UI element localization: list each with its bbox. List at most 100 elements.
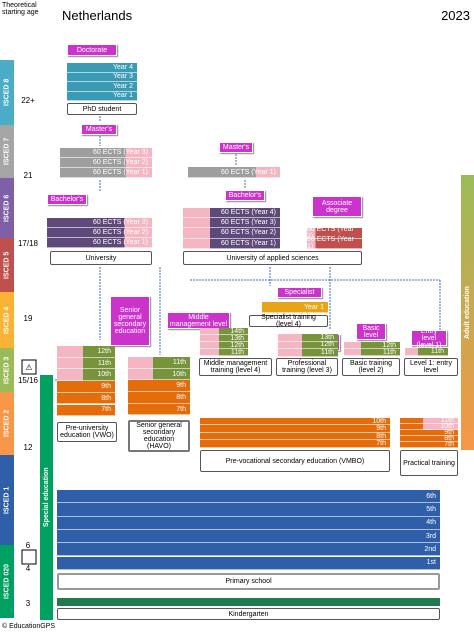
year-row: 5th (57, 503, 440, 517)
age: 21 (23, 171, 33, 180)
year-row: Year 2 (67, 82, 137, 92)
program: PhD student (67, 103, 137, 115)
footer: © EducationGPS (2, 622, 56, 630)
year: 2023 (441, 7, 470, 23)
year-row: 10th (128, 368, 190, 381)
year-row: 60 ECTS (Year 1) (47, 238, 152, 248)
year-row: 7th (128, 403, 190, 416)
year-row: 60 ECTS (Year 2) (307, 226, 362, 240)
year-row: 6th (57, 490, 440, 504)
level-label: Middle management level (167, 312, 230, 329)
degree-label: Master's (219, 142, 253, 153)
age: 3 (25, 599, 31, 608)
year-row: 60 ECTS (Year 1) (60, 168, 152, 178)
year-row: 11th (278, 349, 338, 357)
year-row: 12th (278, 341, 338, 349)
year-row: 3rd (57, 529, 440, 544)
year-row: 11th (405, 348, 448, 356)
isced-level: ISCED 020 (0, 545, 14, 618)
age-header: Theoretical starting age (2, 2, 39, 16)
isced-level: ISCED 1 (0, 455, 14, 545)
year-row: Year 1 (67, 91, 137, 101)
year-row: 7th (57, 404, 115, 417)
year-row: 60 ECTS (Year 2) (183, 228, 280, 239)
isced-level: ISCED 5 (0, 238, 14, 292)
year-row: 8th (200, 433, 390, 441)
age: 4 (25, 564, 31, 573)
year-row: 12th (344, 342, 400, 349)
program: Kindergarten (57, 608, 440, 620)
year-row: 60 ECTS (Year 1) (307, 236, 362, 250)
year-row: 13th (278, 334, 338, 342)
year-row: 60 ECTS (Year 3) (183, 218, 280, 229)
year-row: 10th (400, 423, 458, 430)
program: Senior general secondary education (HAVO… (128, 420, 190, 452)
program: Pre-vocational secondary education (VMBO… (200, 450, 390, 472)
program: Primary school (57, 573, 440, 590)
age: 19 (23, 314, 33, 323)
year-row: 1st (57, 556, 440, 570)
year-row: Year 1 (262, 302, 328, 313)
year-row: 9th (57, 381, 115, 393)
year-row: 11th (344, 349, 400, 356)
year-row: 4th (57, 516, 440, 530)
isced-level: ISCED 3 (0, 348, 14, 392)
level-label: Specialist (277, 287, 322, 298)
year-row: 11th (128, 357, 190, 369)
age: 12 (23, 443, 33, 452)
year-row: 60 ECTS (Year 2) (60, 158, 152, 168)
program: Practical training (400, 450, 458, 476)
year-row: 8th (128, 392, 190, 404)
program: Basic training (level 2) (342, 358, 400, 376)
isced-level: ISCED 2 (0, 392, 14, 455)
year-row: 14th (200, 328, 248, 335)
program: Professional training (level 3) (276, 358, 338, 376)
institution: University of applied sciences (183, 251, 362, 265)
year-row: 9th (128, 380, 190, 393)
age: 17/18 (17, 239, 39, 248)
year-row: 12th (57, 346, 115, 358)
year-row: 60 ECTS (Year 4) (183, 208, 280, 219)
age: 15/16 (17, 376, 39, 385)
year-row: 7th (200, 440, 390, 448)
institution: University (50, 251, 152, 265)
year-row: 60 ECTS (Year 1) (188, 167, 280, 178)
degree-label: Bachelor's (225, 190, 265, 201)
age: 6 (25, 541, 31, 550)
level-label: Basic level (356, 323, 386, 340)
isced-level: ISCED 6 (0, 178, 14, 238)
program-label: Senior general secondary education (110, 296, 150, 346)
svg-text:⚠: ⚠ (25, 363, 32, 372)
degree-label: Bachelor's (47, 194, 87, 205)
year-row: 60 ECTS (Year 2) (47, 228, 152, 238)
year-row: Year 4 (67, 63, 137, 73)
program: Middle management training (level 4) (199, 358, 272, 376)
adult-education: Adult education (461, 175, 474, 450)
isced-level: ISCED 7 (0, 125, 14, 178)
year-row: 10th (57, 369, 115, 382)
special-education: Special education (40, 375, 53, 620)
year-row: 2nd (57, 543, 440, 557)
degree-label: Master's (81, 124, 117, 135)
degree-label: Doctorate (67, 44, 117, 56)
level-label: Entry level (level 1) (411, 328, 447, 349)
year-row: 9th (400, 429, 458, 436)
degree-label: Associate degree (312, 196, 362, 217)
isced-level: ISCED 4 (0, 292, 14, 348)
year-row: 60 ECTS (Year 3) (47, 218, 152, 228)
age: 22+ (21, 96, 35, 105)
year-row: 13th (200, 335, 248, 342)
year-row: 7th (400, 441, 458, 448)
year-row: 11th (400, 417, 458, 424)
year-row: 8th (400, 435, 458, 442)
program: Level 1: entry level (404, 358, 458, 376)
year-row: Year 3 (67, 72, 137, 82)
kindergarten-bar (57, 598, 440, 606)
year-row: 9th (200, 425, 390, 433)
year-row: 60 ECTS (Year 3) (60, 148, 152, 158)
year-row: 8th (57, 392, 115, 405)
year-row: 12th (200, 342, 248, 349)
year-row: 10th (200, 418, 390, 426)
